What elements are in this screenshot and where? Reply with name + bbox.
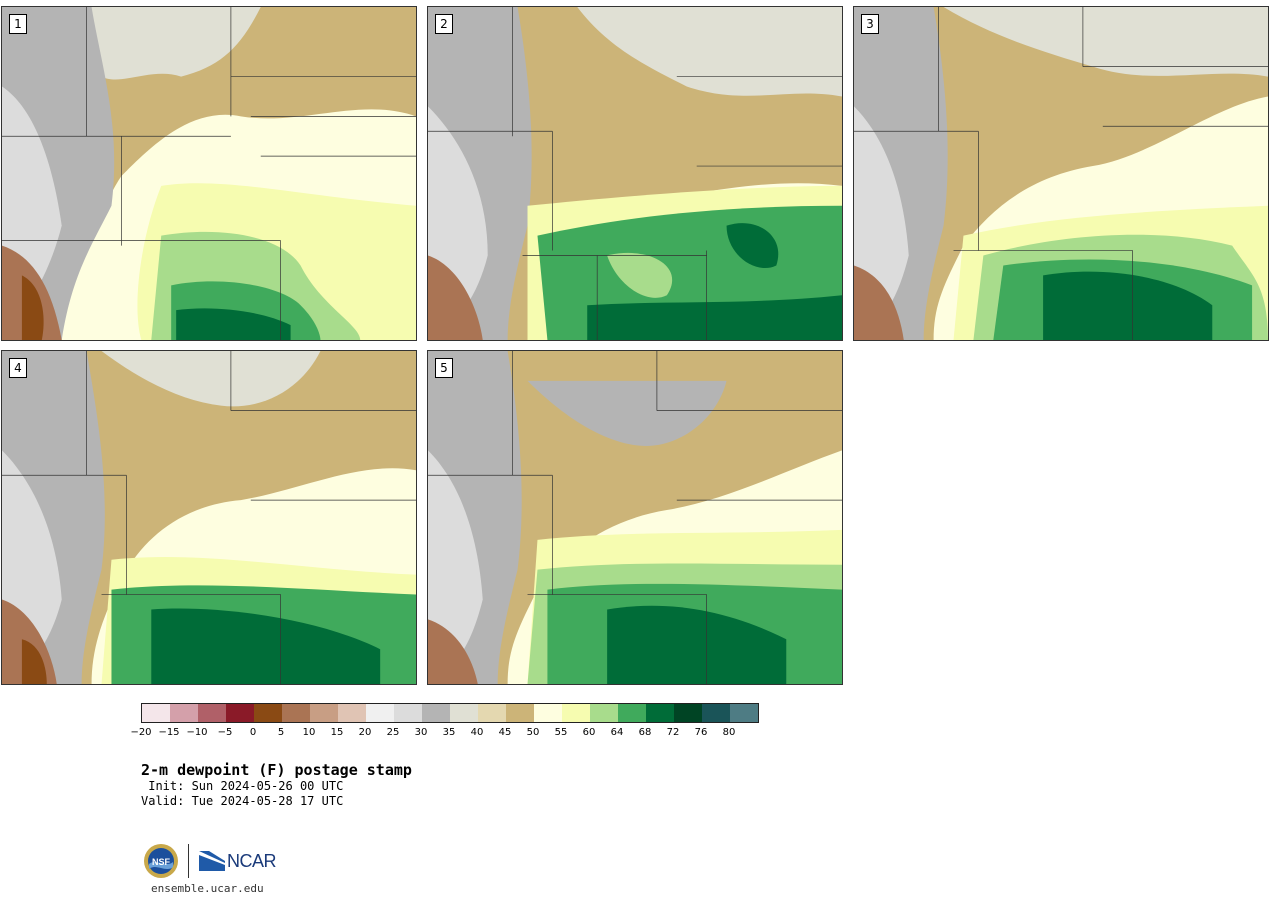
colorbar-tick-label: 10 — [302, 727, 316, 738]
ncar-logo: NCAR — [199, 850, 277, 872]
dewpoint-map — [2, 351, 416, 684]
colorbar-swatch — [478, 704, 506, 722]
colorbar-ticks: −20 −15 −10 −5 0 5 10 15 20 25 30 35 40 45 50 55 60 64 68 7… — [130, 727, 761, 741]
colorbar-swatch — [674, 704, 702, 722]
stamp-panel-1: 1 — [1, 6, 417, 341]
colorbar-tick-label: 25 — [386, 727, 400, 738]
colorbar-tick-label: 20 — [358, 727, 372, 738]
colorbar-swatch — [394, 704, 422, 722]
dewpoint-map — [2, 7, 416, 340]
colorbar-tick-label: −15 — [158, 727, 180, 738]
colorbar-swatch — [338, 704, 366, 722]
colorbar-swatch — [702, 704, 730, 722]
colorbar-tick-label: 5 — [277, 727, 285, 738]
colorbar — [141, 703, 759, 723]
nsf-logo-text: NSF — [152, 857, 171, 867]
stamp-panel-2: 2 — [427, 6, 843, 341]
colorbar-tick-label: 60 — [582, 727, 596, 738]
panel-label: 1 — [9, 14, 27, 34]
colorbar-swatch — [366, 704, 394, 722]
colorbar-swatch — [226, 704, 254, 722]
colorbar-tick-label: 35 — [442, 727, 456, 738]
colorbar-tick-label: −5 — [217, 727, 233, 738]
colorbar-tick-label: 50 — [526, 727, 540, 738]
colorbar-tick-label: 30 — [414, 727, 428, 738]
nsf-logo: NSF — [144, 844, 178, 878]
panel-label: 2 — [435, 14, 453, 34]
site-url: ensemble.ucar.edu — [151, 882, 264, 895]
colorbar-swatch — [198, 704, 226, 722]
colorbar-tick-label: −10 — [186, 727, 208, 738]
panel-label: 5 — [435, 358, 453, 378]
colorbar-tick-label: 72 — [666, 727, 680, 738]
colorbar-swatch — [422, 704, 450, 722]
panel-label: 3 — [861, 14, 879, 34]
colorbar-swatch — [506, 704, 534, 722]
colorbar-swatch — [310, 704, 338, 722]
colorbar-tick-label: 40 — [470, 727, 484, 738]
colorbar-swatch — [646, 704, 674, 722]
logo-divider — [188, 844, 189, 878]
colorbar-swatch — [254, 704, 282, 722]
colorbar-tick-label: −20 — [130, 727, 152, 738]
colorbar-swatch — [590, 704, 618, 722]
colorbar-tick-label: 45 — [498, 727, 512, 738]
colorbar-swatch — [534, 704, 562, 722]
logos: NSF NCAR — [144, 843, 277, 879]
panel-label: 4 — [9, 358, 27, 378]
valid-time: Valid: Tue 2024-05-28 17 UTC — [141, 794, 344, 808]
stamp-panel-4: 4 — [1, 350, 417, 685]
colorbar-swatch — [170, 704, 198, 722]
colorbar-swatch — [618, 704, 646, 722]
stamp-panel-3: 3 — [853, 6, 1269, 341]
colorbar-swatch — [450, 704, 478, 722]
colorbar-tick-label: 76 — [694, 727, 708, 738]
dewpoint-map — [428, 7, 842, 340]
colorbar-tick-label: 55 — [554, 727, 568, 738]
chart-title: 2-m dewpoint (F) postage stamp — [141, 761, 412, 779]
dewpoint-map — [854, 7, 1268, 340]
colorbar-swatch — [562, 704, 590, 722]
ncar-logo-text: NCAR — [227, 850, 277, 871]
colorbar-swatch — [142, 704, 170, 722]
dewpoint-map — [428, 351, 842, 684]
colorbar-swatch — [282, 704, 310, 722]
colorbar-swatch — [730, 704, 758, 722]
stamp-panel-5: 5 — [427, 350, 843, 685]
ncar-mark-icon — [199, 851, 225, 871]
colorbar-tick-label: 0 — [249, 727, 257, 738]
colorbar-tick-label: 64 — [610, 727, 624, 738]
init-time: Init: Sun 2024-05-26 00 UTC — [141, 779, 344, 793]
colorbar-tick-label: 80 — [722, 727, 736, 738]
colorbar-tick-label: 15 — [330, 727, 344, 738]
colorbar-tick-label: 68 — [638, 727, 652, 738]
